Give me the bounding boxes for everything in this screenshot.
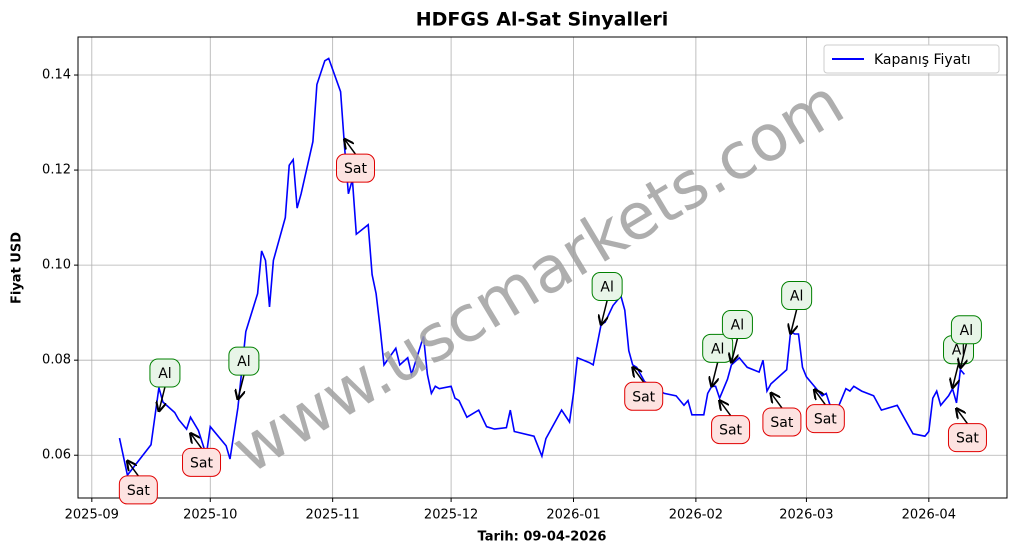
signal-label: Sat — [344, 161, 367, 177]
signal-label: Sat — [719, 423, 742, 439]
signal-label: Sat — [127, 483, 150, 499]
y-tick-label: 0.14 — [42, 68, 71, 83]
x-tick-label: 2025-11 — [305, 508, 359, 523]
y-tick-label: 0.12 — [42, 163, 71, 178]
y-axis-label: Fiyat USD — [10, 232, 25, 304]
signal-label: Sat — [770, 415, 793, 431]
signal-label: Al — [600, 280, 613, 296]
signal-arrow — [720, 401, 732, 417]
signal-box — [781, 281, 813, 311]
signal-label: Sat — [814, 412, 837, 428]
y-tick-label: 0.06 — [42, 448, 71, 463]
signal-box — [149, 358, 181, 388]
signal-label: Al — [158, 366, 171, 382]
signal-label: Al — [952, 343, 965, 359]
signal-arrow — [601, 300, 607, 325]
signal-label: Al — [960, 323, 973, 339]
x-tick-label: 2025-10 — [183, 508, 237, 523]
signal-box — [721, 310, 753, 340]
chart-title: HDFGS Al-Sat Sinyalleri — [416, 9, 669, 31]
signal-box — [624, 381, 664, 411]
signal-label: Al — [731, 318, 744, 334]
signal-arrow — [633, 367, 645, 383]
signal-box — [336, 153, 376, 183]
legend-label: Kapanış Fiyatı — [874, 52, 971, 68]
x-tick-label: 2026-02 — [669, 508, 723, 523]
signal-label: Al — [711, 341, 724, 357]
signal-box — [591, 272, 623, 302]
y-tick-label: 0.10 — [42, 258, 71, 273]
x-tick-label: 2026-01 — [546, 508, 600, 523]
x-tick-label: 2026-03 — [779, 508, 833, 523]
signal-arrow — [956, 409, 969, 425]
signal-box — [950, 315, 982, 345]
watermark: www.uscmarkets.com — [220, 66, 856, 489]
signal-box — [228, 346, 260, 376]
legend-box — [823, 44, 1000, 74]
signal-arrow — [960, 343, 966, 368]
signal-arrow — [238, 374, 244, 399]
signal-arrow — [731, 338, 737, 363]
signal-box — [762, 407, 802, 437]
signal-arrow — [712, 362, 718, 386]
signal-arrow — [953, 363, 959, 388]
signal-arrow — [771, 393, 783, 409]
x-tick-label: 2025-12 — [424, 508, 478, 523]
signal-label: Al — [790, 289, 803, 305]
x-tick-label: 2026-04 — [902, 508, 956, 523]
signal-label: Sat — [956, 431, 979, 447]
signal-label: Sat — [632, 389, 655, 405]
signal-box — [118, 475, 158, 505]
x-axis-label: Tarih: 09-04-2026 — [478, 530, 607, 545]
signal-label: Al — [237, 354, 250, 370]
signal-arrow — [127, 461, 139, 477]
signal-box — [805, 404, 845, 434]
signal-arrow — [191, 433, 203, 449]
signal-box — [711, 415, 751, 445]
signal-arrow — [814, 390, 826, 406]
signal-arrow — [791, 309, 797, 334]
signal-box — [182, 447, 222, 477]
signal-arrow — [159, 386, 165, 411]
signal-box — [947, 423, 987, 453]
signal-arrow — [345, 139, 357, 155]
y-tick-label: 0.08 — [42, 353, 71, 368]
plot-frame — [77, 36, 1008, 499]
signal-box — [702, 333, 734, 363]
x-tick-label: 2025-09 — [65, 508, 119, 523]
signal-label: Sat — [190, 455, 213, 471]
